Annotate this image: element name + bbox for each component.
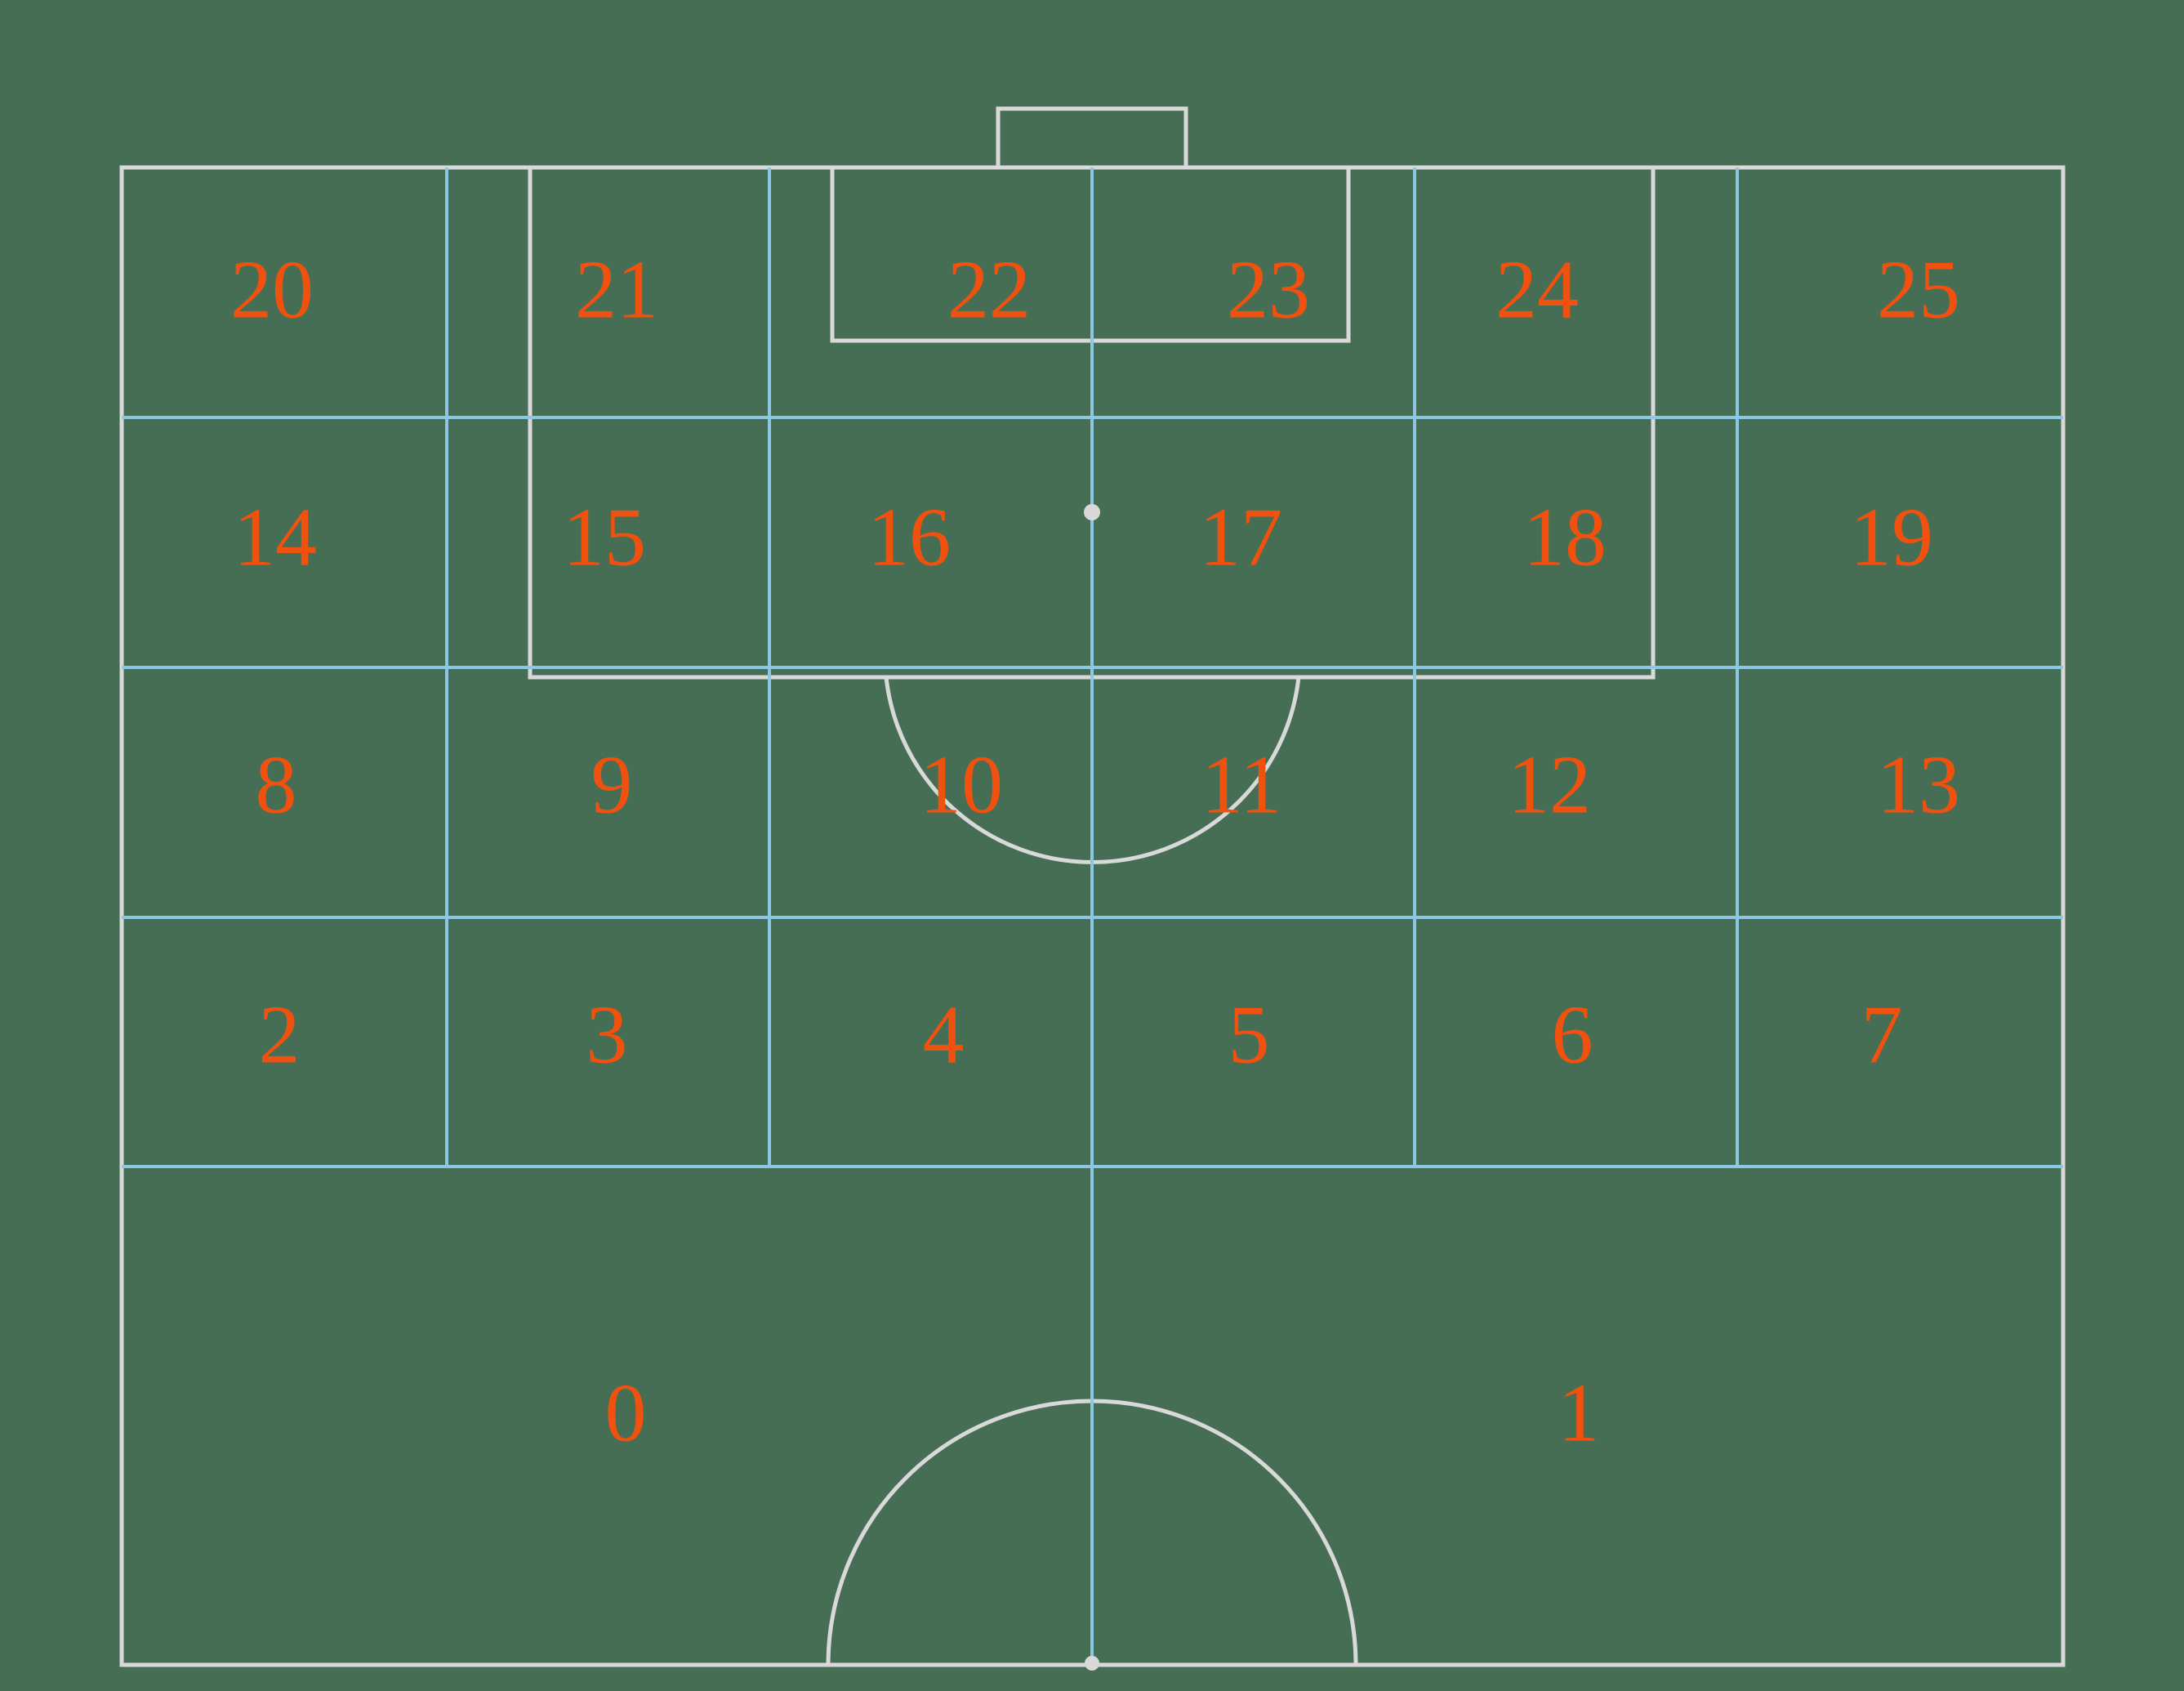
zone-label-7: 7 [1861, 988, 1903, 1081]
center-spot [1085, 1656, 1099, 1671]
zone-label-21: 21 [575, 243, 658, 336]
zone-label-0: 0 [605, 1367, 647, 1459]
zone-label-4: 4 [923, 988, 965, 1081]
zone-label-19: 19 [1850, 491, 1933, 583]
zone-label-14: 14 [234, 491, 317, 583]
zone-label-6: 6 [1552, 988, 1593, 1081]
zone-label-10: 10 [920, 738, 1003, 831]
zone-label-20: 20 [230, 243, 314, 336]
zone-label-22: 22 [947, 243, 1031, 336]
zone-label-11: 11 [1201, 738, 1281, 831]
goal [996, 106, 1188, 167]
zone-label-1: 1 [1558, 1367, 1600, 1459]
zone-label-5: 5 [1228, 988, 1270, 1081]
zone-label-15: 15 [563, 491, 646, 583]
zone-label-12: 12 [1508, 738, 1591, 831]
zone-label-16: 16 [867, 491, 951, 583]
zone-labels: 0 1 2 3 4 5 6 7 8 9 10 11 12 13 14 15 16… [230, 243, 1960, 1459]
zone-label-3: 3 [586, 988, 628, 1081]
penalty-spot [1084, 504, 1100, 520]
zone-label-24: 24 [1495, 243, 1579, 336]
zone-grid [122, 167, 2063, 1665]
zone-label-18: 18 [1523, 491, 1607, 583]
zone-label-17: 17 [1199, 491, 1282, 583]
zone-label-25: 25 [1877, 243, 1960, 336]
zone-label-8: 8 [256, 738, 297, 831]
zone-label-9: 9 [591, 738, 633, 831]
zone-label-2: 2 [259, 988, 301, 1081]
zone-label-13: 13 [1877, 738, 1960, 831]
zone-label-23: 23 [1227, 243, 1310, 336]
